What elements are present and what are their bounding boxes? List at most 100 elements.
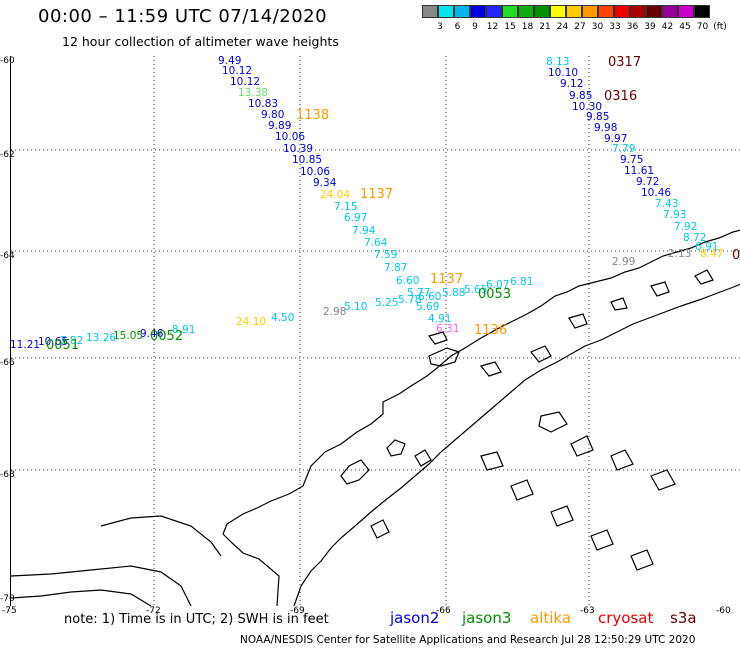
wave-height-value: 7.93 xyxy=(663,209,687,221)
legend-swatch xyxy=(502,5,518,18)
wave-height-value: 5.10 xyxy=(344,301,368,313)
wave-height-value: 7.43 xyxy=(655,198,679,210)
legend-swatch xyxy=(582,5,598,18)
wave-height-value: 4.50 xyxy=(271,312,295,324)
wave-height-value: 6.07 xyxy=(486,279,510,291)
latitude-label: -68 xyxy=(0,470,15,480)
wave-height-value: 6.97 xyxy=(344,212,368,224)
credit-text: NOAA/NESDIS Center for Satellite Applica… xyxy=(240,634,696,646)
latitude-label: -60 xyxy=(0,56,15,66)
legend-label: 42 xyxy=(661,22,674,32)
pass-time-label: 0053 xyxy=(478,287,512,302)
pass-time-label: 0316 xyxy=(604,89,638,104)
wave-height-value: 13.38 xyxy=(238,87,269,99)
title: 00:00 – 11:59 UTC 07/14/2020 xyxy=(38,6,328,27)
legend-label: 6 xyxy=(454,22,461,32)
wave-height-value: 10.06 xyxy=(300,166,331,178)
wave-height-value: 10.12 xyxy=(222,65,253,77)
wave-height-value: 9.12 xyxy=(560,78,584,90)
wave-height-value: 10.65 xyxy=(38,336,69,348)
wave-height-value: 9.97 xyxy=(604,133,628,145)
legend-label: 30 xyxy=(591,22,604,32)
wave-height-value: 6.60 xyxy=(418,291,442,303)
wave-height-value: 5.25 xyxy=(375,297,399,309)
wave-height-value: 5.77 xyxy=(407,287,431,299)
wave-height-value: 9.85 xyxy=(586,111,610,123)
wave-height-value: 10.46 xyxy=(641,187,672,199)
wave-height-value: 10.85 xyxy=(292,154,323,166)
legend-label: 15 xyxy=(504,22,516,32)
legend-label: 9 xyxy=(472,22,478,32)
wave-height-value: 7.59 xyxy=(374,249,398,261)
wave-height-value: 5.88 xyxy=(442,287,466,299)
color-legend xyxy=(422,5,710,18)
wave-height-value: 7.92 xyxy=(674,221,698,233)
wave-height-value: 7.94 xyxy=(352,225,376,237)
legend-swatch xyxy=(486,5,502,18)
satellite-name: s3a xyxy=(670,609,697,627)
longitude-label: -75 xyxy=(2,606,17,616)
longitude-label: -66 xyxy=(436,606,451,616)
legend-swatch xyxy=(678,5,694,18)
satellite-name: altika xyxy=(530,609,572,627)
color-legend-labels: 3 6 9 12 15 18 21 24 27 30 33 36 39 42 45 70 (ft) xyxy=(422,22,740,34)
legend-label: 39 xyxy=(644,22,656,32)
legend-label: 3 xyxy=(437,22,443,32)
legend-label: 12 xyxy=(486,22,499,32)
wave-height-value: 9.80 xyxy=(261,109,285,121)
satellite-name: cryosat xyxy=(598,609,654,627)
wave-height-value: 10.39 xyxy=(283,143,314,155)
subtitle: 12 hour collection of altimeter wave hei… xyxy=(62,34,339,49)
pass-time-label: 1136 xyxy=(474,323,508,338)
wave-height-value: 10.10 xyxy=(548,67,579,79)
legend-swatch xyxy=(646,5,662,18)
wave-height-value: 8.47 xyxy=(700,248,724,260)
legend-swatch xyxy=(470,5,486,18)
legend-label: 24 xyxy=(556,22,569,32)
wave-height-value: 2.99 xyxy=(612,256,636,268)
legend-label: 36 xyxy=(626,22,639,32)
wave-height-value: 8.91 xyxy=(172,324,196,336)
graticule xyxy=(11,56,740,606)
wave-height-value: 7.79 xyxy=(612,143,636,155)
wave-height-value: 10.30 xyxy=(572,101,603,113)
latitude-label: -62 xyxy=(0,150,15,160)
wave-height-value: 5.78 xyxy=(398,294,422,306)
latitude-label: -64 xyxy=(0,251,15,261)
wave-height-value: 10.06 xyxy=(275,131,306,143)
longitude-label: -63 xyxy=(580,606,595,616)
pass-time-label: 0317 xyxy=(608,55,642,70)
wave-height-value: 2.13 xyxy=(668,248,692,260)
wave-height-value: 11.21 xyxy=(10,339,41,351)
wave-height-value: 7.87 xyxy=(384,262,408,274)
latitude-label: -66 xyxy=(0,358,15,368)
pass-time-label: 0052 xyxy=(150,329,184,344)
wave-height-value: 24.04 xyxy=(320,189,351,201)
wave-height-value: 10.12 xyxy=(230,76,261,88)
wave-height-value: 9.49 xyxy=(218,55,242,67)
legend-swatch xyxy=(454,5,470,18)
wave-height-value: 7.82 xyxy=(60,335,84,347)
wave-height-value: 6.60 xyxy=(396,275,420,287)
legend-swatch xyxy=(630,5,646,18)
legend-swatch xyxy=(614,5,630,18)
wave-height-value: 9.75 xyxy=(620,154,644,166)
wave-height-value: 9.98 xyxy=(594,122,618,134)
pass-time-label: 0 xyxy=(732,248,740,263)
pass-time-label: 1138 xyxy=(296,108,330,123)
longitude-label: -72 xyxy=(146,606,161,616)
longitude-label: -60 xyxy=(716,606,731,616)
legend-swatch xyxy=(694,5,710,18)
wave-height-value: 9.85 xyxy=(569,90,593,102)
legend-label: 45 xyxy=(679,22,691,32)
wave-height-value: 7.15 xyxy=(334,201,358,213)
wave-height-value: 6.91 xyxy=(695,241,719,253)
wave-height-value: 9.72 xyxy=(636,176,660,188)
wave-height-value: 8.13 xyxy=(546,56,570,68)
map-canvas xyxy=(11,56,740,606)
coastline xyxy=(11,229,740,606)
legend-swatch xyxy=(534,5,550,18)
legend-swatch xyxy=(598,5,614,18)
pass-time-label: 1137 xyxy=(360,187,394,202)
pass-time-label: 1137 xyxy=(430,272,464,287)
